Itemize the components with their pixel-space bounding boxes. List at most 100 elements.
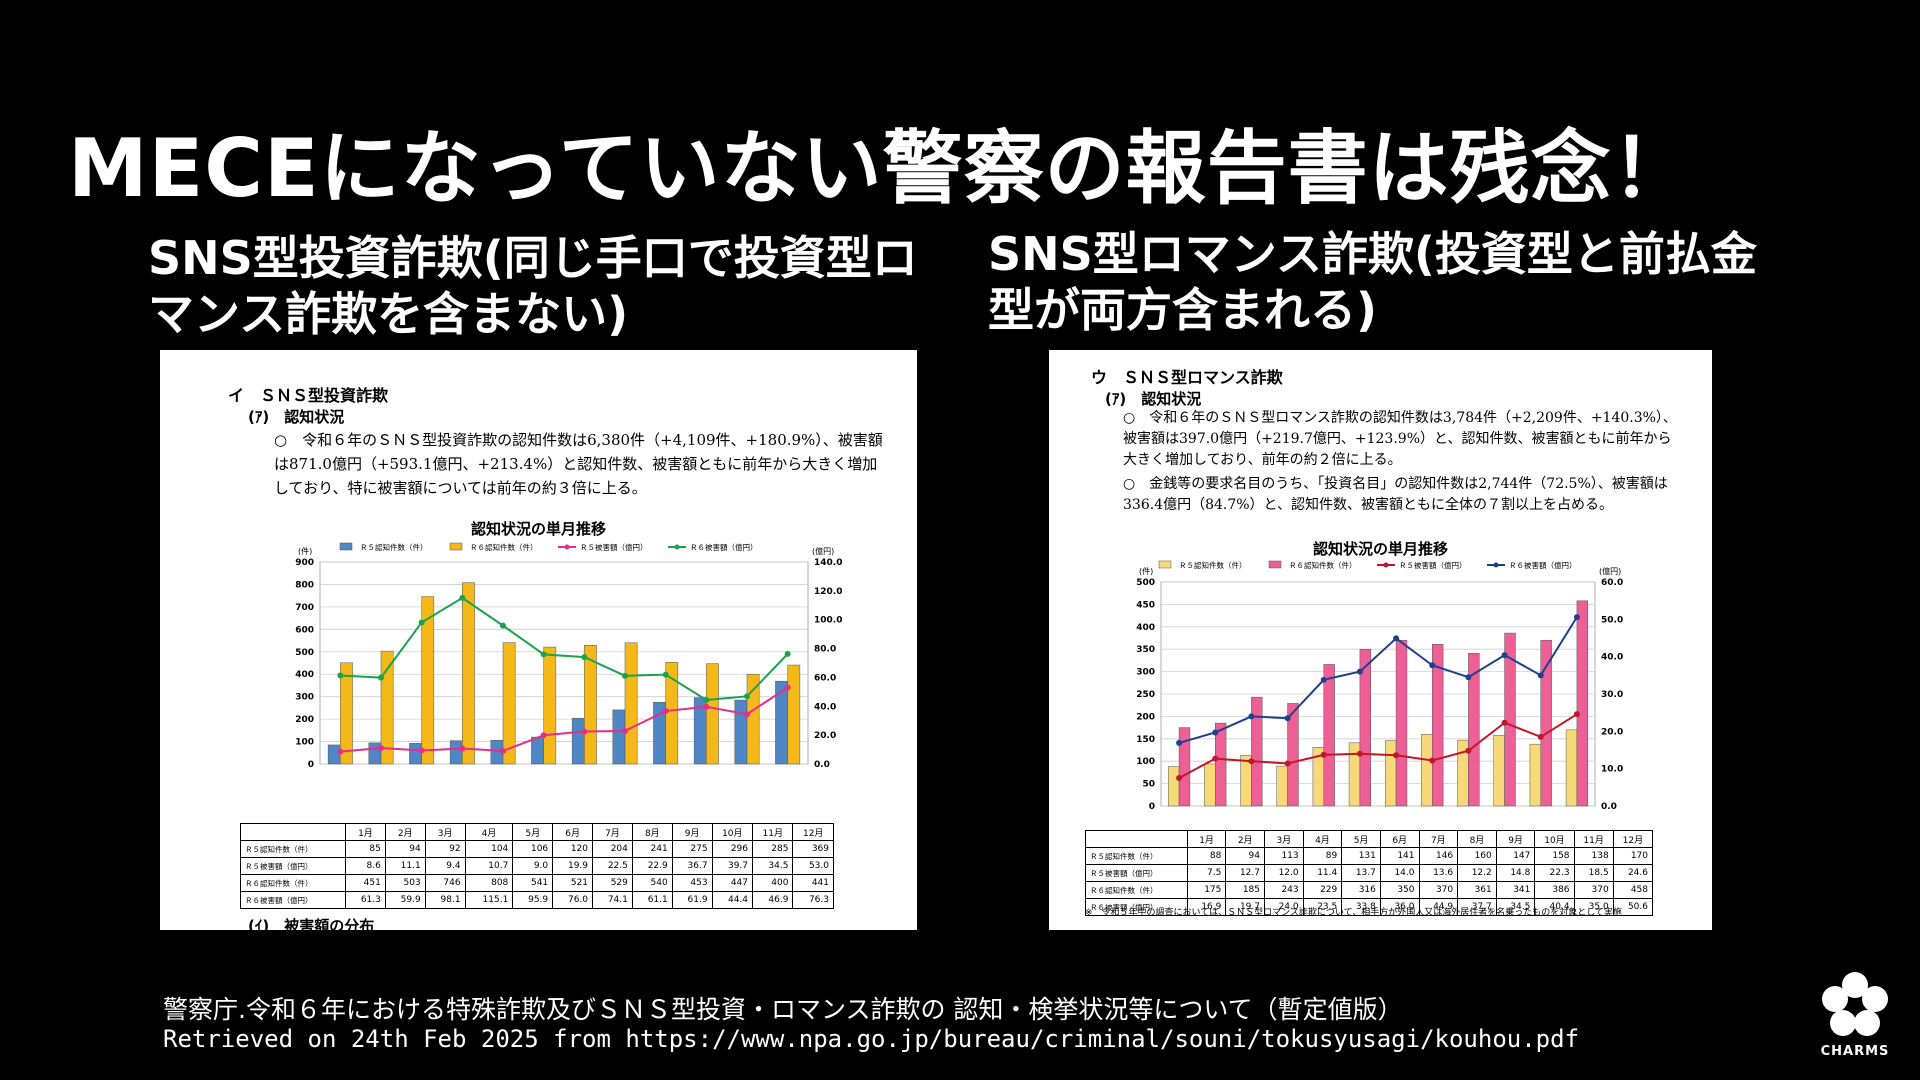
bar: [1276, 765, 1288, 807]
y-tick-label: 50: [1142, 780, 1155, 790]
table-cell: 275: [671, 840, 713, 858]
bar: [409, 743, 422, 765]
line-point: [703, 696, 710, 703]
table-cell: 10.7: [464, 857, 514, 875]
right-footnote: ※ 令和５年中の調査においては、ＳＮＳ型ロマンス詐欺について、相手方が外国人又は…: [1085, 908, 1622, 918]
line-point: [418, 619, 425, 626]
table-corner: [1085, 830, 1188, 848]
table-cell: 34.5: [752, 857, 794, 875]
line-point: [337, 748, 344, 755]
bar: [327, 744, 341, 765]
line-point: [662, 708, 669, 715]
left-heading: SNS型投資詐欺(同じ手口で投資型ロマンス詐欺を含まない): [148, 231, 918, 341]
line-point: [622, 727, 628, 734]
table-cell: 521: [552, 874, 594, 892]
table-cell: 370: [1573, 881, 1614, 899]
right-paragraph-2: ○ 金銭等の要求名目のうち、「投資名目」の認知件数は2,744件（72.5%）、…: [1123, 476, 1668, 513]
table-cell: 808: [464, 874, 514, 892]
table-cell: 447: [711, 874, 754, 892]
y-tick-label: 400: [295, 670, 314, 680]
table-month-header: 6月: [552, 823, 594, 841]
line-point: [1284, 760, 1291, 767]
legend-swatch: [449, 542, 463, 551]
bar: [612, 709, 626, 765]
table-row-label: Ｒ６認知件数（件）: [240, 874, 346, 892]
table-cell: 386: [1534, 881, 1575, 899]
table-cell: 12.2: [1457, 864, 1497, 882]
table-row-label: Ｒ６被害額（億円）: [1085, 898, 1188, 916]
table-row: Ｒ５被害額（億円） 8.6 11.1 9.4 10.7 9.0 19.9 22.5 22.9 36…: [240, 857, 834, 875]
table-cell: 61.1: [631, 891, 673, 909]
legend-swatch: [564, 544, 570, 550]
y2-tick-label: 60.0: [814, 673, 836, 683]
table-cell: 12.0: [1264, 864, 1304, 882]
bar: [1529, 743, 1541, 807]
bar: [787, 664, 801, 765]
table-month-header: 8月: [1457, 830, 1497, 848]
legend-label: Ｒ６被害額（億円）: [1509, 560, 1577, 570]
source-citation-url[interactable]: Retrieved on 24th Feb 2025 from https://…: [163, 1025, 1580, 1053]
slide-title: MECEになっていない警察の報告書は残念！: [68, 122, 1693, 215]
table-cell: 147: [1495, 847, 1536, 865]
table-row: Ｒ６被害額（億円） 61.3 59.9 98.1 115.1 95.9 76.0 74.1 61…: [240, 891, 834, 909]
table-cell: 22.5: [592, 857, 633, 875]
y2-tick-label: 20.0: [814, 731, 836, 741]
legend-swatch: [674, 544, 680, 550]
legend-swatch: [1158, 560, 1172, 569]
table-cell: 94: [1225, 847, 1265, 865]
y-tick-label: 600: [295, 625, 314, 635]
table-cell: 540: [631, 874, 673, 892]
line-point: [500, 622, 506, 629]
table-month-header: 11月: [752, 823, 794, 841]
line-point: [1320, 751, 1327, 758]
left-chart-title: 認知状況の単月推移: [470, 520, 606, 538]
line-point: [1212, 755, 1219, 762]
bar: [1204, 763, 1216, 807]
bar: [584, 645, 597, 765]
y2-tick-label: 40.0: [814, 702, 836, 712]
table-cell: 59.9: [384, 891, 426, 909]
line-point: [1320, 676, 1327, 683]
table-cell: 98.1: [424, 891, 466, 909]
legend-label: Ｒ６被害額（億円）: [690, 542, 758, 552]
y2-tick-label: 80.0: [814, 645, 836, 655]
bar: [746, 673, 760, 765]
table-cell: 88: [1186, 847, 1227, 865]
table-cell: 185: [1225, 881, 1265, 899]
line-point: [418, 747, 425, 754]
series-line: [1178, 713, 1578, 779]
bar: [421, 596, 435, 765]
y2-tick-label: 50.0: [1601, 615, 1623, 625]
line-point: [784, 684, 791, 691]
investment-fraud-report-image: イ ＳＮＳ型投資詐欺 (ｱ) 認知状況 ○ 令和６年のＳＮＳ型投資詐欺の認知件数…: [160, 350, 917, 930]
table-cell: 113: [1264, 847, 1304, 865]
table-cell: 13.7: [1341, 864, 1381, 882]
line-point: [703, 703, 710, 710]
line-point: [337, 672, 344, 679]
line-point: [459, 594, 466, 601]
table-cell: 229: [1302, 881, 1343, 899]
logo-text: CHARMS: [1820, 1044, 1890, 1059]
line-point: [1501, 652, 1508, 659]
bar: [1215, 722, 1227, 807]
table-cell: 19.9: [552, 857, 594, 875]
right-paragraph-1: ○ 令和６年のＳＮＳ型ロマンス詐欺の認知件数は3,784件（+2,209件、+1…: [1123, 410, 1677, 468]
y-tick-label: 500: [1136, 578, 1155, 588]
y-tick-label: 800: [295, 580, 314, 590]
table-cell: 13.6: [1418, 864, 1459, 882]
y2-tick-label: 20.0: [1601, 727, 1623, 737]
table-row: Ｒ６認知件数（件） 451 503 746 808 541 521 529 540 453 447 4…: [240, 874, 834, 892]
series-line: [340, 686, 789, 753]
bar: [502, 642, 516, 765]
table-row: Ｒ５被害額（億円） 7.5 12.7 12.0 11.4 13.7 14.0 13.6 12.2…: [1085, 864, 1654, 882]
y2-tick-label: 140.0: [814, 558, 842, 568]
table-cell: 12.7: [1225, 864, 1265, 882]
bar: [449, 740, 463, 765]
table-cell: 76.0: [552, 891, 594, 909]
line-point: [1393, 752, 1400, 759]
table-cell: 39.7: [711, 857, 754, 875]
table-corner: [240, 823, 346, 841]
table-month-header: 4月: [464, 823, 514, 841]
table-cell: 138: [1573, 847, 1614, 865]
flower-icon: [1822, 972, 1888, 1036]
